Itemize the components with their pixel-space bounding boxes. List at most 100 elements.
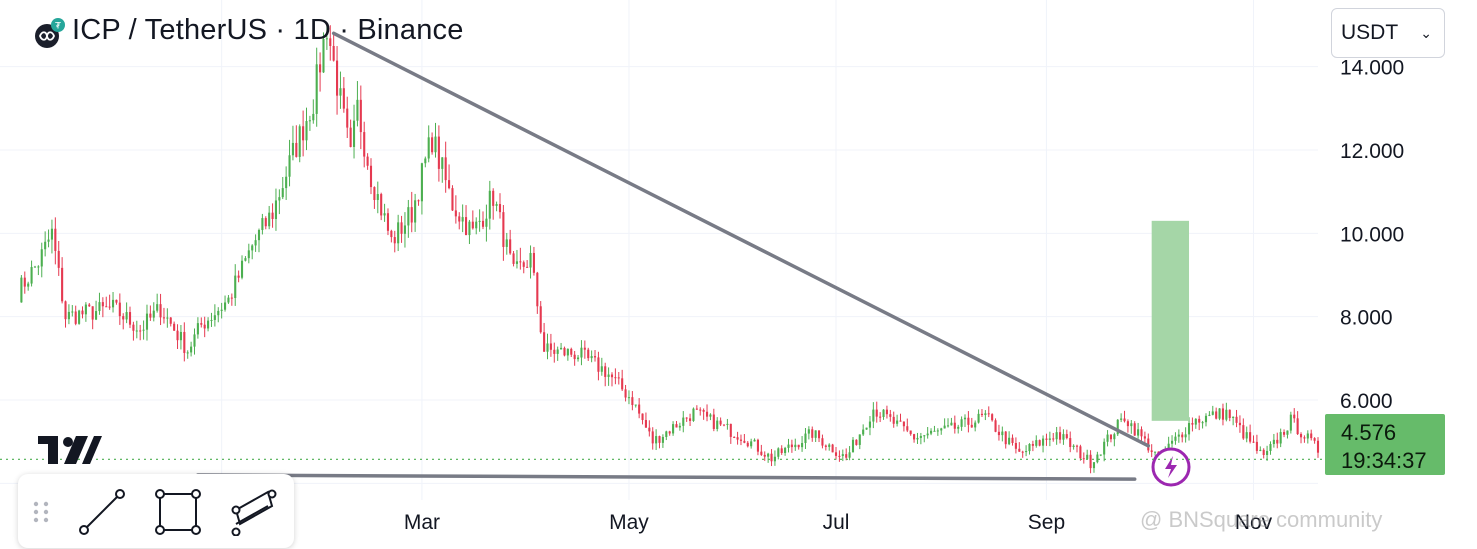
candle-body bbox=[1099, 454, 1102, 456]
candle-body bbox=[488, 190, 491, 219]
candle-body bbox=[719, 420, 722, 425]
candle-body bbox=[285, 176, 288, 189]
candle-body bbox=[729, 423, 732, 437]
drag-handle-icon[interactable] bbox=[28, 488, 54, 536]
candle-body bbox=[207, 320, 210, 329]
candle-body bbox=[862, 429, 865, 435]
candle-body bbox=[237, 275, 240, 278]
candle-body bbox=[57, 250, 60, 268]
candle-body bbox=[1184, 434, 1187, 438]
candle-body bbox=[325, 38, 328, 40]
candle-body bbox=[926, 433, 929, 436]
candle-body bbox=[699, 409, 702, 411]
candle-body bbox=[281, 188, 284, 198]
candle-body bbox=[560, 347, 563, 350]
candle-body bbox=[960, 419, 963, 427]
candle-body bbox=[828, 444, 831, 447]
candle-body bbox=[190, 346, 193, 353]
candle-body bbox=[332, 46, 335, 61]
candle-body bbox=[118, 302, 121, 317]
candle-body bbox=[570, 348, 573, 355]
chart-title: ICP / TetherUS · 1D · Binance bbox=[72, 14, 464, 46]
candle-body bbox=[851, 439, 855, 453]
candle-body bbox=[1048, 438, 1051, 440]
candle-body bbox=[1035, 440, 1038, 446]
candle-body bbox=[366, 156, 369, 166]
candle-body bbox=[909, 430, 912, 435]
candle-body bbox=[1137, 429, 1140, 436]
candle-body bbox=[1096, 454, 1099, 463]
rectangle-icon[interactable] bbox=[154, 488, 202, 536]
y-axis[interactable]: 6.000 8.000 10.000 12.000 14.000 bbox=[1340, 57, 1404, 413]
candle-body bbox=[196, 323, 199, 335]
candle-body bbox=[261, 218, 264, 231]
candle-body bbox=[132, 324, 135, 331]
candle-body bbox=[845, 454, 848, 458]
candle-body bbox=[838, 455, 841, 457]
candle-body bbox=[685, 417, 688, 419]
candle-body bbox=[1103, 441, 1106, 455]
candle-body bbox=[655, 436, 658, 444]
candle-body bbox=[390, 230, 393, 238]
candle-body bbox=[376, 194, 379, 200]
candle-body bbox=[268, 212, 271, 227]
candle-body bbox=[726, 423, 729, 425]
candle-body bbox=[923, 435, 926, 437]
candle-body bbox=[135, 330, 138, 332]
candle-body bbox=[200, 323, 203, 325]
candle-body bbox=[1055, 432, 1058, 440]
candle-body bbox=[899, 420, 902, 422]
candle-body bbox=[30, 267, 33, 284]
candle-body bbox=[668, 431, 671, 434]
candle-body bbox=[695, 408, 698, 410]
drawings[interactable] bbox=[196, 31, 1191, 487]
candle-body bbox=[1181, 434, 1184, 438]
candle-body bbox=[1154, 451, 1157, 453]
candle-body bbox=[417, 200, 420, 202]
candle-body bbox=[855, 439, 858, 445]
trend-line-icon[interactable] bbox=[78, 488, 126, 536]
candle-body bbox=[875, 409, 878, 417]
candle-body bbox=[502, 212, 505, 247]
candle-body bbox=[543, 332, 546, 352]
candle-body bbox=[743, 440, 746, 443]
candle-body bbox=[651, 431, 654, 444]
candle-body bbox=[641, 413, 644, 420]
candle-body bbox=[519, 261, 522, 263]
candle-body bbox=[40, 249, 43, 267]
candle-body bbox=[173, 323, 176, 331]
candle-body bbox=[963, 417, 967, 420]
parallel-channel-icon[interactable] bbox=[230, 488, 278, 536]
candle-body bbox=[580, 347, 583, 358]
candle-body bbox=[152, 310, 155, 318]
candle-body bbox=[1286, 430, 1289, 435]
candle-body bbox=[902, 421, 905, 427]
svg-text:₮: ₮ bbox=[55, 21, 61, 31]
candle-body bbox=[1211, 411, 1214, 415]
x-axis[interactable]: 2025MarMayJulSepNov bbox=[198, 511, 1272, 534]
candle-body bbox=[631, 397, 634, 406]
icp-coin-icon: ₮ bbox=[34, 17, 65, 48]
candle-body bbox=[1025, 451, 1028, 453]
candle-body bbox=[1120, 418, 1123, 420]
candle-body bbox=[549, 343, 552, 350]
currency-select[interactable]: USDT ⌄ bbox=[1331, 8, 1445, 58]
candle-body bbox=[319, 64, 322, 73]
candle-body bbox=[841, 454, 844, 457]
candle-body bbox=[1174, 436, 1177, 441]
candle-body bbox=[108, 306, 111, 308]
candle-body bbox=[678, 425, 681, 428]
candle-body bbox=[722, 424, 726, 426]
candle-body bbox=[661, 436, 664, 443]
candle-body bbox=[342, 88, 345, 109]
candle-body bbox=[1204, 415, 1208, 423]
candle-body bbox=[672, 424, 675, 434]
candle-body bbox=[930, 430, 933, 434]
candle-body bbox=[739, 439, 743, 441]
candle-body bbox=[1109, 434, 1113, 440]
candle-body bbox=[760, 451, 763, 455]
candle-body bbox=[831, 444, 834, 453]
candle-body bbox=[1228, 409, 1231, 418]
candle-body bbox=[84, 304, 87, 315]
